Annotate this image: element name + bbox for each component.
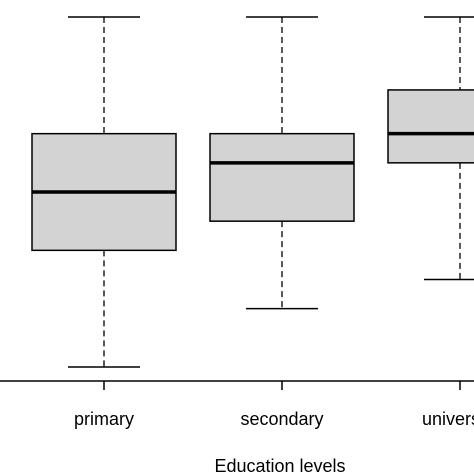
x-tick-label-secondary: secondary — [240, 409, 323, 429]
box-iqr — [387, 89, 474, 164]
x-ticks: primary secondary university — [74, 381, 474, 429]
boxes-layer — [31, 16, 474, 368]
x-axis-title: Education levels — [214, 456, 345, 474]
x-tick-label-university: university — [422, 409, 474, 429]
x-tick-label-primary: primary — [74, 409, 134, 429]
box-group-primary — [31, 16, 177, 368]
box-group-secondary — [209, 16, 355, 310]
box-iqr — [209, 132, 355, 222]
box-group-university — [387, 16, 474, 281]
